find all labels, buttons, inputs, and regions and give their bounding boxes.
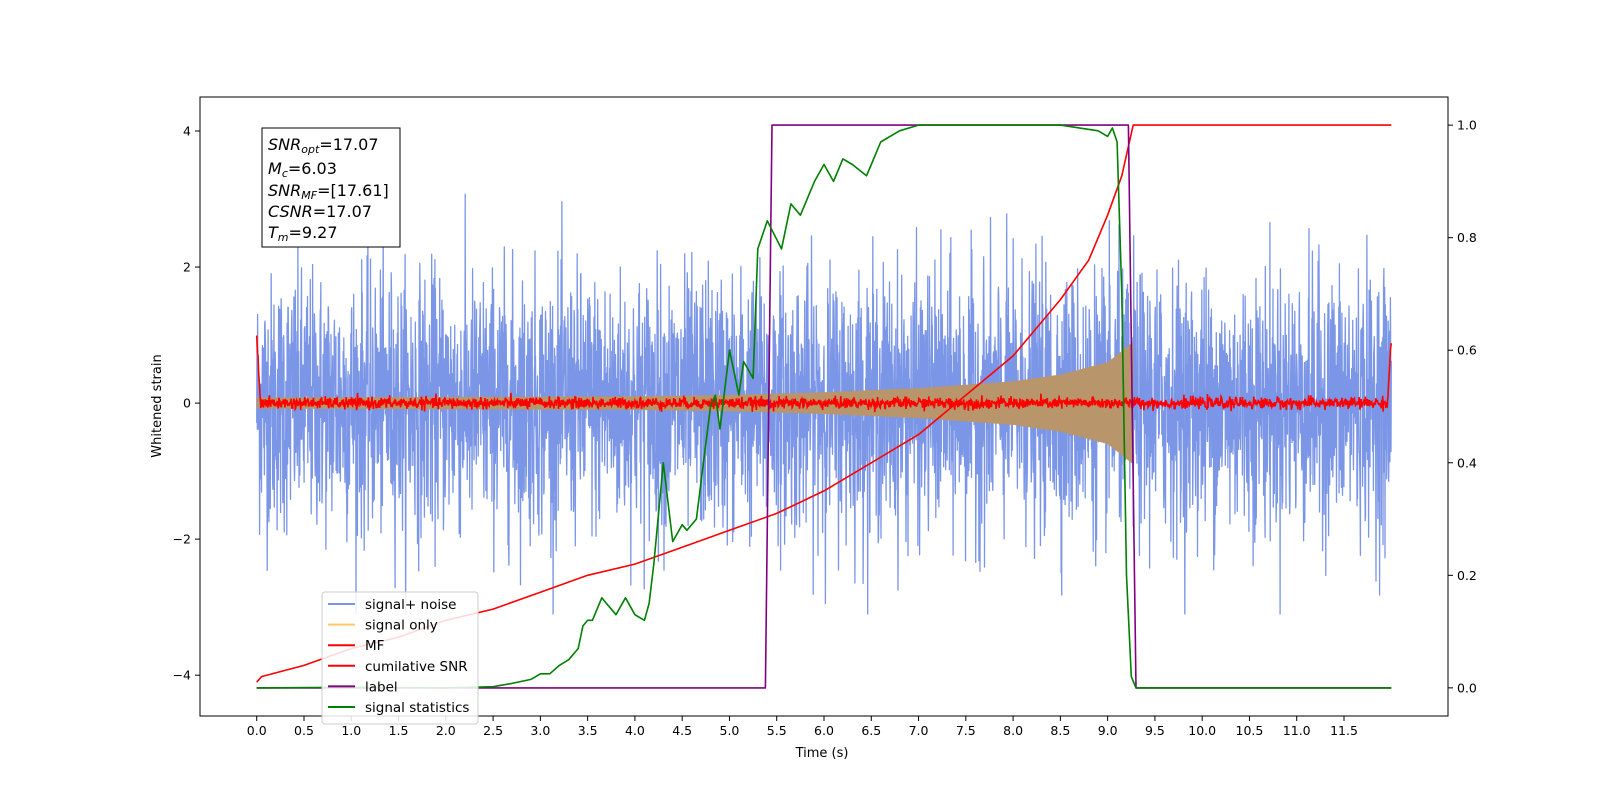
x-tick-label: 8.0 xyxy=(1003,723,1023,738)
x-tick-label: 6.0 xyxy=(814,723,834,738)
series-signal-plus-noise xyxy=(256,193,1392,615)
x-tick-label: 9.5 xyxy=(1145,723,1165,738)
x-tick-label: 7.5 xyxy=(956,723,976,738)
x-tick-label: 2.0 xyxy=(436,723,456,738)
x-tick-label: 4.0 xyxy=(625,723,645,738)
x-tick-label: 11.5 xyxy=(1330,723,1358,738)
annotation-snr-opt: SNRopt=17.07 xyxy=(268,135,379,156)
annotation-frame xyxy=(261,127,401,248)
x-tick-label: 4.5 xyxy=(672,723,692,738)
x-tick-label: 1.5 xyxy=(389,723,409,738)
x-tick-label: 3.5 xyxy=(578,723,598,738)
x-tick-label: 7.0 xyxy=(909,723,929,738)
annotation-tm: Tm=9.27 xyxy=(268,223,338,244)
y-right-tick-label: 0.6 xyxy=(1457,343,1477,358)
y-right-tick-label: 0.0 xyxy=(1457,680,1477,695)
annotation-box: SNRopt=17.07 Mc=6.03 SNRMF=[17.61] CSNR=… xyxy=(261,127,401,248)
y-right-tick-label: 1.0 xyxy=(1457,118,1477,133)
y-tick-label: −4 xyxy=(173,668,191,683)
axes-layer: 0.0 0.5 1.0 1.5 2.0 2.5 3.0 3.5 4.0 4.5 5.0 5.5 6.0 6… xyxy=(173,118,1477,738)
legend-label: cumilative SNR xyxy=(365,659,468,675)
annotation-csnr: CSNR=17.07 xyxy=(268,202,372,221)
x-tick-label: 3.0 xyxy=(530,723,550,738)
x-axis-title: Time (s) xyxy=(795,746,849,761)
x-tick-label: 0.0 xyxy=(247,723,267,738)
y-tick-label: 4 xyxy=(183,124,191,139)
y-right-tick-label: 0.2 xyxy=(1457,568,1477,583)
annotation-mc: Mc=6.03 xyxy=(268,159,337,180)
x-tick-label: 5.5 xyxy=(767,723,787,738)
y-axis-title: Whitened strain xyxy=(150,354,165,457)
x-tick-label: 10.0 xyxy=(1188,723,1216,738)
y-tick-label: 0 xyxy=(183,396,191,411)
x-tick-label: 11.0 xyxy=(1283,723,1311,738)
legend: signal+ noise signal only MF cumilative SNR… xyxy=(321,591,479,725)
legend-label: signal statistics xyxy=(365,700,469,716)
y-tick-label: 2 xyxy=(183,260,191,275)
legend-frame xyxy=(321,591,479,725)
series-mf xyxy=(255,335,1393,413)
legend-label: label xyxy=(365,679,398,695)
legend-label: signal only xyxy=(365,618,438,634)
x-tick-label: 1.0 xyxy=(341,723,361,738)
x-tick-label: 6.5 xyxy=(861,723,881,738)
annotation-snr-mf: SNRMF=[17.61] xyxy=(268,181,389,202)
x-tick-label: 10.5 xyxy=(1236,723,1264,738)
x-tick-label: 8.5 xyxy=(1050,723,1070,738)
x-tick-label: 0.5 xyxy=(294,723,314,738)
y-right-tick-label: 0.8 xyxy=(1457,230,1477,245)
series-signal-statistics xyxy=(256,124,1392,689)
x-tick-label: 2.5 xyxy=(483,723,503,738)
y-tick-label: −2 xyxy=(173,532,191,547)
legend-label: MF xyxy=(365,638,384,654)
legend-label: signal+ noise xyxy=(365,597,456,613)
x-tick-label: 5.0 xyxy=(720,723,740,738)
y-right-tick-label: 0.4 xyxy=(1457,455,1477,470)
x-tick-label: 9.0 xyxy=(1098,723,1118,738)
